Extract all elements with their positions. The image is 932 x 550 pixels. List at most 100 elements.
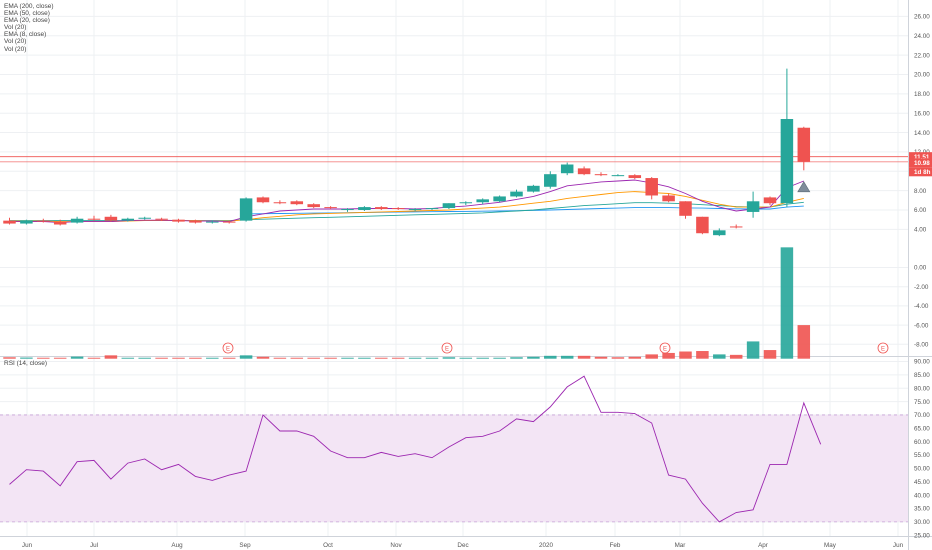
rsi-legend[interactable]: RSI (14, close) [4,360,47,367]
candle-body[interactable] [797,127,811,162]
candle-body[interactable] [425,208,439,210]
candle-body[interactable] [53,221,67,225]
countdown-badge-bg [909,167,932,177]
candle-body[interactable] [577,168,591,175]
candle-body[interactable] [780,119,794,204]
candle-body[interactable] [560,164,574,174]
legend-item[interactable]: Vol (20) [4,45,27,53]
candle-body[interactable] [172,219,185,222]
candle-body[interactable] [746,201,760,212]
candle-body[interactable] [510,191,523,197]
candle-body[interactable] [391,208,405,210]
volume-bar [155,357,168,359]
candle-body[interactable] [679,201,692,216]
candle-body[interactable] [239,198,253,221]
candle-body[interactable] [155,218,168,220]
candle-body[interactable] [87,218,101,220]
earnings-marker[interactable] [222,342,234,354]
volume-bar [408,357,422,359]
earnings-marker[interactable] [877,342,889,354]
candle-body[interactable] [222,221,236,223]
volume-bar [87,357,101,359]
candle-body[interactable] [307,204,320,208]
candle-body[interactable] [70,218,84,223]
volume-bar [493,357,506,359]
candle-body[interactable] [273,202,287,204]
candle-body[interactable] [324,207,337,209]
candle-body[interactable] [104,216,118,221]
volume-tick-label: -8.00 [914,342,929,349]
candle-body[interactable] [459,202,473,204]
legend-item[interactable]: EMA (200, close) [4,3,54,10]
volume-bar [53,357,67,359]
legend-item[interactable]: Vol (20) [4,38,27,46]
candle-body[interactable] [662,195,675,202]
candle-body[interactable] [763,197,777,204]
candle-body[interactable] [408,209,422,211]
candle-body[interactable] [645,178,658,196]
time-tick-label: Jul [90,542,98,549]
volume-bar [713,354,726,359]
candle-body[interactable] [189,220,202,223]
volume-bar [104,355,118,359]
rsi-tick-label: 60.00 [914,439,930,446]
candle-body[interactable] [628,175,642,179]
time-tick-label: Apr [758,542,768,549]
candle-body[interactable] [713,230,726,236]
time-tick-label: Sep [239,542,251,549]
legend-item[interactable]: EMA (50, close) [4,10,50,18]
volume-bar [256,356,270,359]
legend-item[interactable]: EMA (8, close) [4,31,47,39]
candle-body[interactable] [544,174,557,187]
candle-body[interactable] [493,196,506,202]
rsi-tick-label: 45.00 [914,479,930,486]
rsi-tick-label: 55.00 [914,452,930,459]
volume-tick-label: -2.00 [914,284,929,291]
volume-bar [391,357,405,359]
legend-item[interactable]: Vol (20) [4,24,27,32]
volume-bar [527,356,540,359]
candle-body[interactable] [476,199,489,203]
high-price-badge: 11.51 [914,154,930,161]
candle-body[interactable] [3,220,16,224]
candle-body[interactable] [256,197,270,203]
volume-bar [628,356,642,359]
candle-body[interactable] [138,217,151,219]
candle-body[interactable] [594,174,608,176]
volume-bar [645,354,658,359]
volume-bar [425,357,439,359]
price-tick-label: 8.00 [914,188,927,195]
candle-body[interactable] [527,185,540,192]
volume-bar [459,357,473,359]
candle-body[interactable] [442,203,456,209]
volume-bar [239,355,253,359]
candle-body[interactable] [729,226,743,228]
volume-bar [780,247,794,359]
earnings-marker[interactable] [659,342,671,354]
legend-item[interactable]: EMA (20, close) [4,17,50,25]
rsi-tick-label: 50.00 [914,466,930,473]
warning-triangle-icon[interactable] [797,181,811,193]
earnings-marker[interactable] [441,342,453,354]
price-tick-label: 20.00 [914,72,930,79]
volume-bar [172,357,185,359]
candle-body[interactable] [37,220,50,222]
volume-bar [290,357,304,359]
candle-body[interactable] [290,201,304,205]
candle-body[interactable] [696,216,709,234]
candle-body[interactable] [375,207,388,210]
volume-bar [442,357,456,359]
time-tick-label: Jun [893,542,904,549]
price-tick-label: 18.00 [914,91,930,98]
candle-body[interactable] [206,221,219,223]
candle-body[interactable] [341,209,354,211]
candle-body[interactable] [611,175,625,177]
volume-bar [560,355,574,359]
volume-bar [510,357,523,359]
earnings-marker-label: E [881,346,885,352]
candle-body[interactable] [121,218,135,221]
candle-body[interactable] [20,220,33,224]
candle-body[interactable] [358,207,371,210]
time-tick-label: Jun [22,542,33,549]
